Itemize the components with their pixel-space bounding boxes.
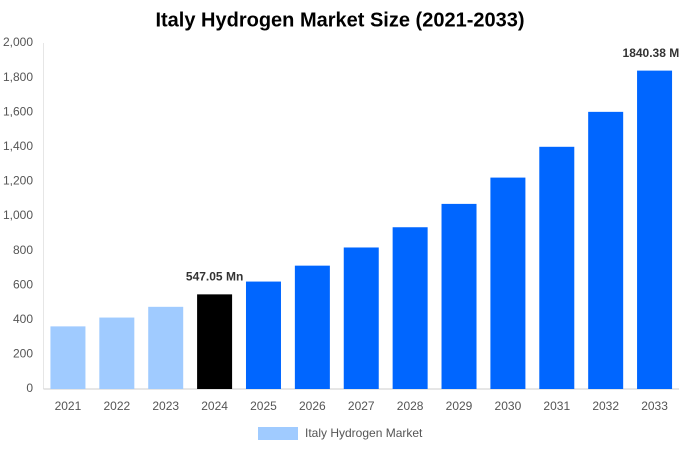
bar xyxy=(148,306,184,389)
bar xyxy=(392,227,428,389)
bar xyxy=(294,265,330,389)
bar xyxy=(539,146,575,389)
x-tick-label: 2029 xyxy=(446,399,473,413)
y-tick-label: 600 xyxy=(13,277,33,291)
y-tick-label: 1,400 xyxy=(3,139,33,153)
x-tick-label: 2027 xyxy=(348,399,375,413)
y-tick-label: 1,200 xyxy=(3,174,33,188)
legend-label: Italy Hydrogen Market xyxy=(305,426,423,440)
x-tick-label: 2026 xyxy=(299,399,326,413)
bar xyxy=(637,70,673,389)
x-tick-label: 2032 xyxy=(592,399,619,413)
x-tick-label: 2031 xyxy=(543,399,570,413)
bar xyxy=(588,111,624,389)
data-label: 1840.38 Mn xyxy=(623,46,680,60)
x-tick-label: 2022 xyxy=(103,399,130,413)
y-tick-label: 800 xyxy=(13,243,33,257)
x-tick-label: 2023 xyxy=(152,399,179,413)
bar xyxy=(441,203,477,389)
y-tick-label: 400 xyxy=(13,312,33,326)
bar xyxy=(99,317,135,389)
x-tick-label: 2028 xyxy=(397,399,424,413)
legend-swatch xyxy=(258,427,298,440)
data-label: 547.05 Mn xyxy=(186,270,243,284)
bar xyxy=(245,281,281,389)
y-tick-label: 0 xyxy=(26,381,33,395)
bar xyxy=(50,326,86,389)
chart-title: Italy Hydrogen Market Size (2021-2033) xyxy=(155,9,524,31)
y-tick-label: 2,000 xyxy=(3,35,33,49)
bar xyxy=(197,294,233,389)
x-tick-label: 2024 xyxy=(201,399,228,413)
y-tick-label: 200 xyxy=(13,347,33,361)
x-tick-label: 2021 xyxy=(55,399,82,413)
x-tick-label: 2025 xyxy=(250,399,277,413)
y-tick-label: 1,000 xyxy=(3,208,33,222)
bar xyxy=(343,247,379,389)
y-tick-label: 1,800 xyxy=(3,70,33,84)
y-tick-label: 1,600 xyxy=(3,104,33,118)
x-tick-label: 2033 xyxy=(641,399,668,413)
x-tick-label: 2030 xyxy=(495,399,522,413)
bar xyxy=(490,177,526,389)
